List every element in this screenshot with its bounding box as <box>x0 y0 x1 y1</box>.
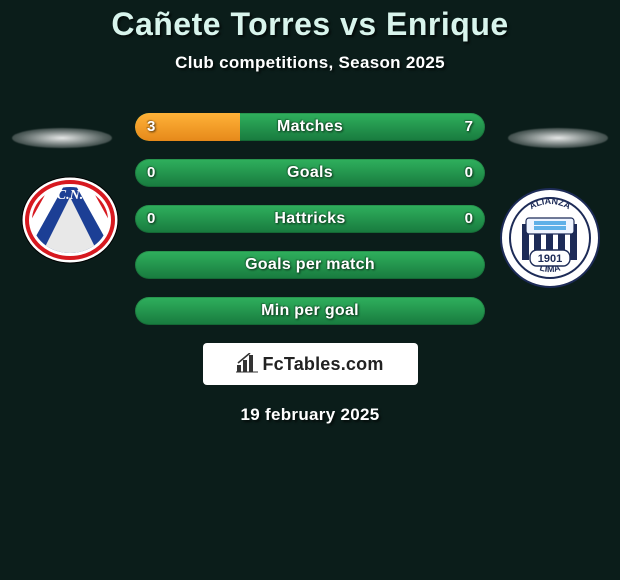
subtitle: Club competitions, Season 2025 <box>0 53 620 73</box>
stat-bar: Goals per match <box>135 251 485 279</box>
stat-label: Min per goal <box>135 297 485 325</box>
brand-text: FcTables.com <box>262 354 383 374</box>
stat-label: Matches <box>135 113 485 141</box>
brand-badge: FcTables.com <box>203 343 418 385</box>
stats-panel: 37Matches 00Goals 00Hattricks Goals per mat… <box>0 113 620 425</box>
stat-label: Hattricks <box>135 205 485 233</box>
stat-bar: 00Hattricks <box>135 205 485 233</box>
stat-bar: 37Matches <box>135 113 485 141</box>
date: 19 february 2025 <box>0 405 620 425</box>
stat-label: Goals <box>135 159 485 187</box>
stat-bar: 00Goals <box>135 159 485 187</box>
page-title: Cañete Torres vs Enrique <box>0 6 620 43</box>
stat-bar: Min per goal <box>135 297 485 325</box>
stat-label: Goals per match <box>135 251 485 279</box>
chart-icon <box>236 353 258 373</box>
